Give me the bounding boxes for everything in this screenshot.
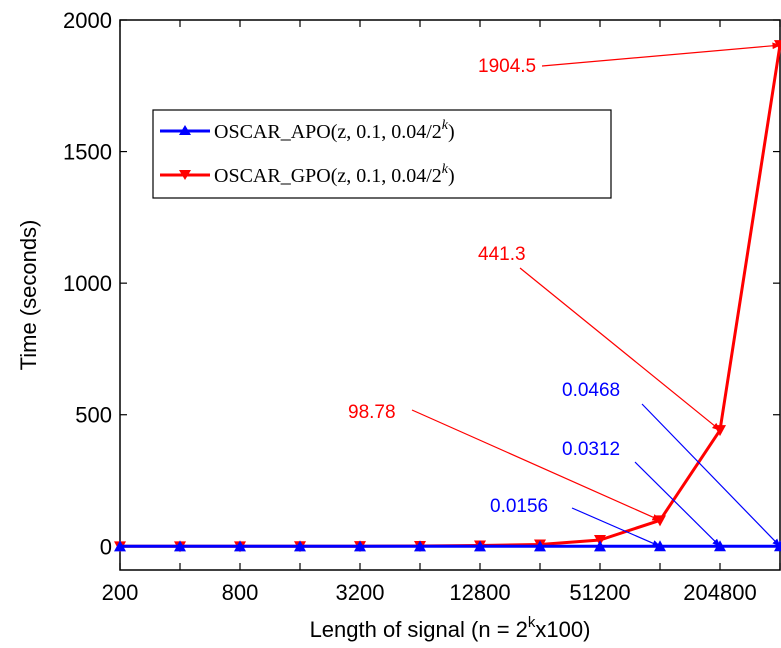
annotation-label: 441.3	[478, 244, 526, 265]
data-point	[234, 540, 246, 552]
data-point	[534, 540, 546, 552]
x-tick-label: 200	[102, 580, 139, 605]
legend-box	[152, 109, 612, 199]
annotation-arrow	[634, 461, 721, 547]
data-point	[294, 540, 306, 552]
x-axis: 200 800 3200 12800 51200 204800	[102, 20, 781, 605]
x-tick-label: 51200	[569, 580, 630, 605]
y-axis: 0 500 1000 1500 2000	[63, 8, 780, 559]
y-tick-label: 2000	[63, 8, 112, 33]
legend: OSCAR_APO(z, 0.1, 0.04/2k) OSCAR_GPO(z, …	[152, 109, 612, 199]
annotation-arrow	[519, 267, 721, 431]
data-point	[474, 540, 486, 552]
legend-entry-apo: OSCAR_APO(z, 0.1, 0.04/2k)	[160, 118, 455, 143]
y-tick-label: 1500	[63, 140, 112, 165]
x-tick-label: 204800	[683, 580, 756, 605]
data-point	[174, 540, 186, 552]
legend-label-apo: OSCAR_APO(z, 0.1, 0.04/2k)	[214, 118, 455, 143]
y-axis-title: Time (seconds)	[16, 220, 41, 371]
annotation-label: 98.78	[348, 402, 396, 423]
legend-marker-gpo	[179, 170, 191, 180]
annotation-label: 0.0468	[562, 380, 620, 401]
y-tick-label: 500	[75, 403, 112, 428]
data-point	[354, 540, 366, 552]
y-tick-label: 1000	[63, 271, 112, 296]
annotation-label: 0.0312	[562, 439, 620, 460]
legend-entry-gpo: OSCAR_GPO(z, 0.1, 0.04/2k)	[160, 162, 455, 187]
annotation-arrow	[411, 409, 661, 521]
data-point	[594, 540, 606, 552]
annotation-arrow	[641, 403, 781, 547]
data-point	[414, 540, 426, 552]
x-tick-label: 12800	[449, 580, 510, 605]
annotation-arrow	[571, 507, 661, 547]
legend-marker-apo	[179, 125, 191, 135]
x-tick-label: 800	[222, 580, 259, 605]
annotation-arrow	[541, 42, 781, 67]
series-layer	[114, 40, 781, 553]
annotation-label: 0.0156	[490, 496, 548, 517]
y-tick-label: 0	[100, 534, 112, 559]
x-tick-label: 3200	[336, 580, 385, 605]
data-point	[114, 540, 126, 552]
annotation-label: 1904.5	[478, 56, 536, 77]
legend-label-gpo: OSCAR_GPO(z, 0.1, 0.04/2k)	[214, 162, 455, 187]
annotation-layer: 1904.5 441.3 98.78 0.0468 0.0312 0.0156	[348, 42, 781, 547]
x-axis-title: Length of signal (n = 2kx100)	[310, 614, 591, 642]
